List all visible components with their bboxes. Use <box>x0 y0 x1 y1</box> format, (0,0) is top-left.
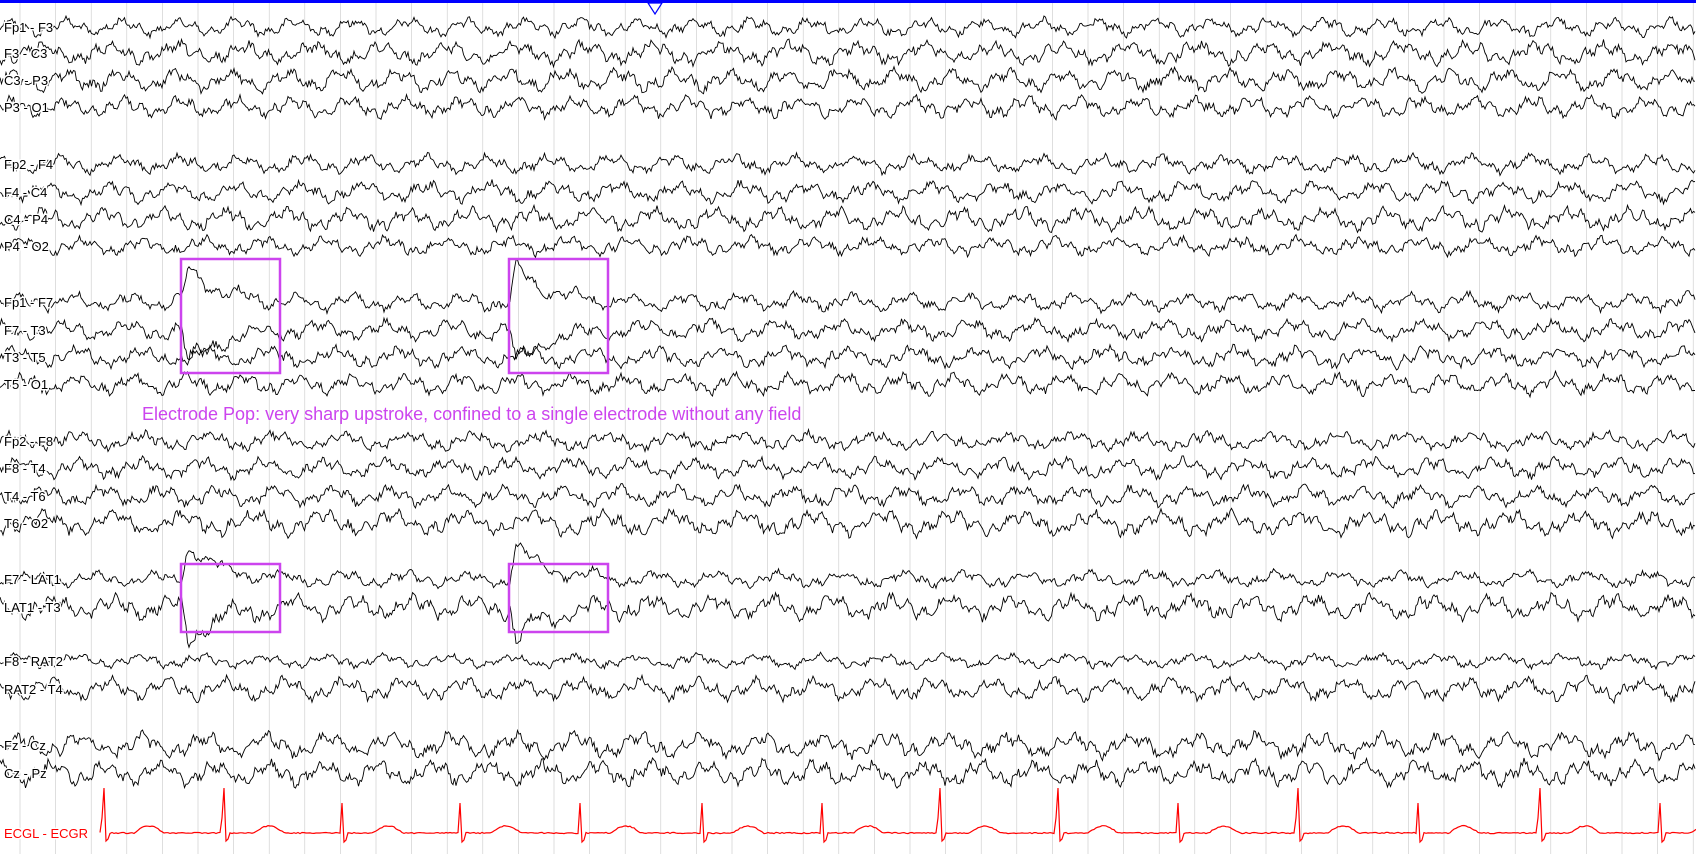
channel-label[interactable]: T3 - T5 <box>3 349 48 367</box>
channel-label[interactable]: T4 - T6 <box>3 488 48 506</box>
ecg-trace <box>99 787 1696 844</box>
eeg-trace <box>0 756 1696 790</box>
eeg-trace <box>0 728 1696 762</box>
eeg-trace <box>0 507 1696 540</box>
eeg-trace <box>0 151 1696 177</box>
eeg-trace <box>0 259 1696 316</box>
eeg-trace <box>0 203 1696 234</box>
eeg-trace <box>0 591 1696 649</box>
channel-label[interactable]: Fp1 - F3 <box>3 19 55 37</box>
eeg-trace <box>0 93 1696 121</box>
eeg-traces <box>0 14 1696 844</box>
annotation-box[interactable] <box>507 257 610 375</box>
eeg-trace <box>0 483 1696 509</box>
annotation-boxes <box>179 257 610 634</box>
eeg-trace <box>0 673 1696 705</box>
channel-label[interactable]: F7 - LAT1 <box>3 571 63 589</box>
time-grid <box>19 3 1694 854</box>
channel-label[interactable]: F7 - T3 <box>3 322 48 340</box>
eeg-trace <box>0 427 1696 453</box>
channel-label[interactable]: C3 - P3 <box>3 72 50 90</box>
channel-label[interactable]: Fp1 - F7 <box>3 294 55 312</box>
eeg-trace <box>0 65 1696 95</box>
channel-label[interactable]: P3 - O1 <box>3 99 51 117</box>
channel-label[interactable]: F4 - C4 <box>3 184 49 202</box>
channel-label[interactable]: Fz - Cz <box>3 737 48 755</box>
channel-label[interactable]: F3 - C3 <box>3 45 49 63</box>
annotation-text: Electrode Pop: very sharp upstroke, conf… <box>142 404 801 424</box>
eeg-trace <box>0 454 1696 482</box>
channel-label[interactable]: LAT1 - T3 <box>3 599 63 617</box>
eeg-trace <box>0 37 1696 69</box>
eeg-trace <box>0 233 1696 259</box>
eeg-trace <box>0 542 1696 590</box>
channel-label[interactable]: T6 - O2 <box>3 515 50 533</box>
channel-label[interactable]: Cz - Pz <box>3 765 49 783</box>
channel-labels: Fp1 - F3 F3 - C3 C3 - P3 P3 - O1 Fp2 - F4 F4 … <box>3 19 90 843</box>
channel-label[interactable]: F8 - RAT2 <box>3 653 65 671</box>
eeg-trace <box>0 316 1696 361</box>
annotation-box[interactable] <box>179 257 282 375</box>
channel-label[interactable]: RAT2 - T4 <box>3 681 65 699</box>
channel-label[interactable]: Fp2 - F4 <box>3 156 55 174</box>
channel-label[interactable]: ECGL - ECGR <box>3 825 90 843</box>
timeline-bar[interactable] <box>0 0 1696 3</box>
channel-label[interactable]: P4 - O2 <box>3 238 51 256</box>
triangle-down-icon[interactable] <box>646 2 664 16</box>
channel-label[interactable]: T5 - O1 <box>3 376 50 394</box>
channel-label[interactable]: F8 - T4 <box>3 460 48 478</box>
eeg-trace <box>0 369 1695 399</box>
annotation-box[interactable] <box>507 562 610 634</box>
eeg-trace <box>0 343 1696 371</box>
eeg-trace <box>0 651 1696 672</box>
eeg-trace <box>0 14 1696 40</box>
channel-label[interactable]: Fp2 - F8 <box>3 433 55 451</box>
channel-label[interactable]: C4 - P4 <box>3 211 50 229</box>
annotation-box[interactable] <box>179 562 282 634</box>
eeg-trace <box>0 178 1696 207</box>
